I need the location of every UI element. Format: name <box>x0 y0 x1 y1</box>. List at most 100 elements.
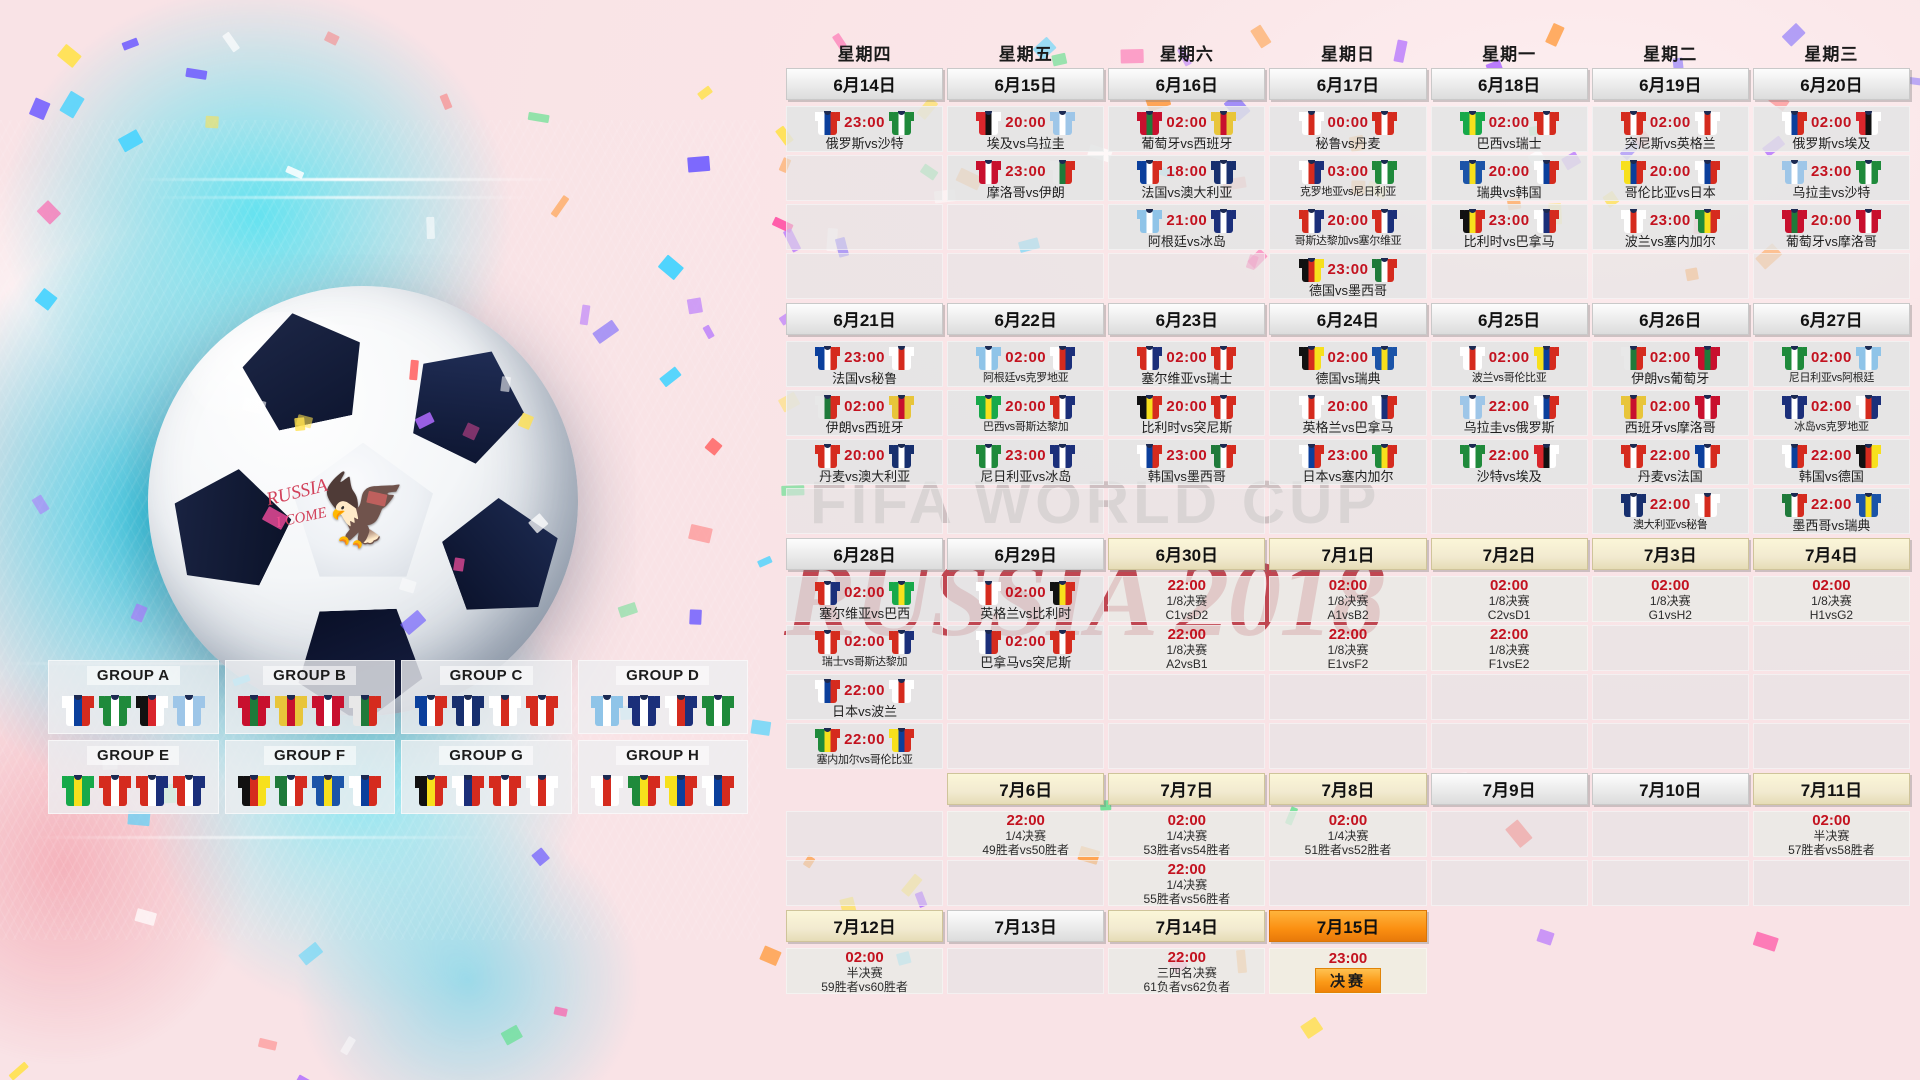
match-cell[interactable]: 02:00 葡萄牙vs西班牙 <box>1108 106 1266 152</box>
date-header[interactable]: 7月15日 <box>1269 910 1427 942</box>
match-cell[interactable]: 03:00 克罗地亚vs尼日利亚 <box>1269 155 1427 201</box>
match-cell[interactable]: 22:00 韩国vs德国 <box>1752 439 1910 485</box>
match-cell[interactable]: 23:00 日本vs塞内加尔 <box>1269 439 1427 485</box>
match-cell[interactable]: 21:00 阿根廷vs冰岛 <box>1108 204 1266 250</box>
date-header[interactable]: 7月1日 <box>1269 538 1427 570</box>
knockout-match-cell[interactable]: 02:00 1/4决赛 53胜者vs54胜者 <box>1108 811 1266 857</box>
match-cell[interactable]: 20:00 丹麦vs澳大利亚 <box>786 439 944 485</box>
match-cell[interactable]: 02:00 英格兰vs比利时 <box>947 576 1105 622</box>
knockout-match-cell[interactable]: 22:00 1/4决赛 49胜者vs50胜者 <box>947 811 1105 857</box>
date-header[interactable]: 6月24日 <box>1269 303 1427 335</box>
match-cell[interactable]: 23:00 韩国vs墨西哥 <box>1108 439 1266 485</box>
match-cell[interactable]: 20:00 瑞典vs韩国 <box>1430 155 1588 201</box>
date-header[interactable]: 6月14日 <box>786 68 944 100</box>
date-header[interactable]: 6月23日 <box>1108 303 1266 335</box>
match-cell[interactable]: 02:00 西班牙vs摩洛哥 <box>1591 390 1749 436</box>
date-header[interactable]: 6月29日 <box>947 538 1105 570</box>
match-cell[interactable]: 02:00 突尼斯vs英格兰 <box>1591 106 1749 152</box>
date-header[interactable]: 7月11日 <box>1752 773 1910 805</box>
match-cell[interactable]: 23:00 摩洛哥vs伊朗 <box>947 155 1105 201</box>
match-cell[interactable]: 18:00 法国vs澳大利亚 <box>1108 155 1266 201</box>
date-header[interactable]: 6月27日 <box>1752 303 1910 335</box>
match-cell[interactable]: 02:00 瑞士vs哥斯达黎加 <box>786 625 944 671</box>
knockout-match-cell[interactable]: 02:00 1/8决赛 C2vsD1 <box>1430 576 1588 622</box>
match-cell[interactable]: 22:00 乌拉圭vs俄罗斯 <box>1430 390 1588 436</box>
match-cell[interactable]: 23:00 比利时vs巴拿马 <box>1430 204 1588 250</box>
match-cell[interactable]: 22:00 塞内加尔vs哥伦比亚 <box>786 723 944 769</box>
date-header[interactable]: 6月15日 <box>947 68 1105 100</box>
date-header[interactable]: 6月19日 <box>1591 68 1749 100</box>
match-cell[interactable]: 20:00 埃及vs乌拉圭 <box>947 106 1105 152</box>
group-box-group-h[interactable]: GROUP H <box>577 740 748 814</box>
date-header[interactable]: 6月22日 <box>947 303 1105 335</box>
date-header[interactable]: 6月25日 <box>1430 303 1588 335</box>
match-cell[interactable]: 02:00 塞尔维亚vs巴西 <box>786 576 944 622</box>
match-cell[interactable]: 02:00 尼日利亚vs阿根廷 <box>1752 341 1910 387</box>
match-cell[interactable]: 02:00 塞尔维亚vs瑞士 <box>1108 341 1266 387</box>
date-header[interactable]: 6月21日 <box>786 303 944 335</box>
date-header[interactable]: 6月20日 <box>1752 68 1910 100</box>
date-header[interactable]: 7月13日 <box>947 910 1105 942</box>
match-cell[interactable]: 23:00 俄罗斯vs沙特 <box>786 106 944 152</box>
knockout-match-cell[interactable]: 22:00 1/8决赛 E1vsF2 <box>1269 625 1427 671</box>
knockout-match-cell[interactable]: 22:00 1/8决赛 C1vsD2 <box>1108 576 1266 622</box>
match-cell[interactable]: 20:00 哥斯达黎加vs塞尔维亚 <box>1269 204 1427 250</box>
match-cell[interactable]: 02:00 伊朗vs葡萄牙 <box>1591 341 1749 387</box>
match-cell[interactable]: 02:00 伊朗vs西班牙 <box>786 390 944 436</box>
match-cell[interactable]: 23:00 尼日利亚vs冰岛 <box>947 439 1105 485</box>
match-cell[interactable]: 20:00 比利时vs突尼斯 <box>1108 390 1266 436</box>
match-cell[interactable]: 23:00 乌拉圭vs沙特 <box>1752 155 1910 201</box>
match-cell[interactable]: 23:00 法国vs秘鲁 <box>786 341 944 387</box>
match-cell[interactable]: 02:00 德国vs瑞典 <box>1269 341 1427 387</box>
match-cell[interactable]: 22:00 墨西哥vs瑞典 <box>1752 488 1910 534</box>
match-cell[interactable]: 02:00 巴拿马vs突尼斯 <box>947 625 1105 671</box>
date-header[interactable]: 6月18日 <box>1430 68 1588 100</box>
group-box-group-a[interactable]: GROUP A <box>48 660 219 734</box>
match-cell[interactable]: 00:00 秘鲁vs丹麦 <box>1269 106 1427 152</box>
date-header[interactable]: 7月9日 <box>1430 773 1588 805</box>
match-cell[interactable]: 22:00 沙特vs埃及 <box>1430 439 1588 485</box>
knockout-match-cell[interactable]: 02:00 1/8决赛 A1vsB2 <box>1269 576 1427 622</box>
group-box-group-g[interactable]: GROUP G <box>401 740 572 814</box>
date-header[interactable]: 6月17日 <box>1269 68 1427 100</box>
knockout-match-cell[interactable]: 02:00 1/4决赛 51胜者vs52胜者 <box>1269 811 1427 857</box>
match-cell[interactable]: 20:00 哥伦比亚vs日本 <box>1591 155 1749 201</box>
match-cell[interactable]: 20:00 英格兰vs巴拿马 <box>1269 390 1427 436</box>
date-header[interactable]: 7月6日 <box>947 773 1105 805</box>
knockout-match-cell[interactable]: 02:00 半决赛 57胜者vs58胜者 <box>1752 811 1910 857</box>
match-cell[interactable]: 02:00 阿根廷vs克罗地亚 <box>947 341 1105 387</box>
date-header[interactable]: 7月14日 <box>1108 910 1266 942</box>
match-cell[interactable]: 02:00 冰岛vs克罗地亚 <box>1752 390 1910 436</box>
date-header[interactable]: 6月30日 <box>1108 538 1266 570</box>
match-cell[interactable]: 22:00 丹麦vs法国 <box>1591 439 1749 485</box>
date-header[interactable]: 7月7日 <box>1108 773 1266 805</box>
knockout-match-cell[interactable]: 22:00 1/8决赛 F1vsE2 <box>1430 625 1588 671</box>
match-cell[interactable]: 22:00 澳大利亚vs秘鲁 <box>1591 488 1749 534</box>
knockout-match-cell[interactable]: 02:00 1/8决赛 G1vsH2 <box>1591 576 1749 622</box>
match-cell[interactable]: 20:00 葡萄牙vs摩洛哥 <box>1752 204 1910 250</box>
knockout-match-cell[interactable]: 22:00 1/4决赛 55胜者vs56胜者 <box>1108 860 1266 906</box>
date-header[interactable]: 7月10日 <box>1591 773 1749 805</box>
date-header[interactable]: 7月8日 <box>1269 773 1427 805</box>
final-match-cell[interactable]: 23:00 决赛 <box>1269 948 1427 994</box>
group-box-group-d[interactable]: GROUP D <box>577 660 748 734</box>
match-cell[interactable]: 02:00 巴西vs瑞士 <box>1430 106 1588 152</box>
group-box-group-c[interactable]: GROUP C <box>401 660 572 734</box>
date-header[interactable]: 7月3日 <box>1591 538 1749 570</box>
group-box-group-b[interactable]: GROUP B <box>224 660 395 734</box>
date-header[interactable]: 6月26日 <box>1591 303 1749 335</box>
date-header[interactable]: 6月28日 <box>786 538 944 570</box>
knockout-match-cell[interactable]: 22:00 1/8决赛 A2vsB1 <box>1108 625 1266 671</box>
knockout-match-cell[interactable]: 02:00 1/8决赛 H1vsG2 <box>1752 576 1910 622</box>
match-cell[interactable]: 23:00 德国vs墨西哥 <box>1269 253 1427 299</box>
group-box-group-e[interactable]: GROUP E <box>48 740 219 814</box>
knockout-match-cell[interactable]: 02:00 半决赛 59胜者vs60胜者 <box>786 948 944 994</box>
match-cell[interactable]: 22:00 日本vs波兰 <box>786 674 944 720</box>
date-header[interactable]: 6月16日 <box>1108 68 1266 100</box>
match-cell[interactable]: 02:00 波兰vs哥伦比亚 <box>1430 341 1588 387</box>
date-header[interactable]: 7月2日 <box>1430 538 1588 570</box>
group-box-group-f[interactable]: GROUP F <box>224 740 395 814</box>
match-cell[interactable]: 20:00 巴西vs哥斯达黎加 <box>947 390 1105 436</box>
date-header[interactable]: 7月4日 <box>1752 538 1910 570</box>
knockout-match-cell[interactable]: 22:00 三四名决赛 61负者vs62负者 <box>1108 948 1266 994</box>
